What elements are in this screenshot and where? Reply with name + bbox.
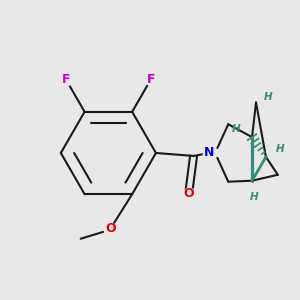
Text: H: H — [264, 92, 272, 103]
Text: H: H — [275, 144, 284, 154]
Text: H: H — [232, 124, 241, 134]
Text: O: O — [183, 187, 194, 200]
Text: F: F — [61, 73, 70, 86]
Text: F: F — [147, 73, 155, 86]
Text: N: N — [204, 146, 214, 160]
Text: H: H — [250, 192, 258, 202]
Text: O: O — [105, 222, 116, 235]
